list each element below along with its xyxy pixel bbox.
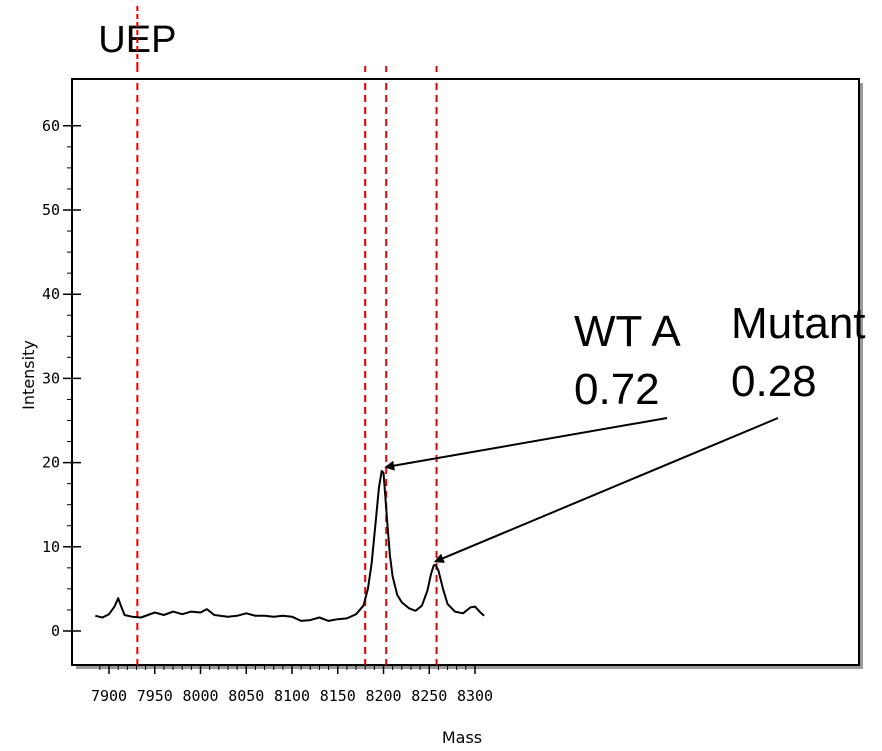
peak-annotation-value: 0.72 (574, 365, 660, 414)
x-axis-title: Mass (442, 728, 482, 747)
peak-annotation-value: 0.28 (731, 357, 817, 406)
y-tick-label: 20 (42, 454, 60, 472)
y-tick-label: 10 (42, 538, 60, 556)
x-tick-label: 8100 (274, 687, 310, 705)
plot-frame (71, 78, 860, 666)
peak-annotation-label: WT A (574, 307, 681, 356)
y-tick-label: 0 (51, 622, 60, 640)
x-tick-label: 8300 (457, 687, 493, 705)
y-tick-label: 60 (42, 117, 60, 135)
x-tick-label: 7950 (137, 687, 173, 705)
x-tick-label: 8200 (365, 687, 401, 705)
annotation-arrow (384, 417, 668, 471)
y-axis-title: Intensity (19, 340, 38, 410)
peak-annotation-label: Mutant (731, 299, 866, 348)
x-tick-label: 8000 (182, 687, 218, 705)
x-tick-label: 8250 (411, 687, 447, 705)
annotation-arrow (433, 417, 779, 563)
x-tick-label: 8150 (320, 687, 356, 705)
y-tick-label: 40 (42, 285, 60, 303)
spectrum-line (95, 470, 485, 622)
x-tick-label: 7900 (91, 687, 127, 705)
y-tick-label: 30 (42, 369, 60, 387)
y-tick-label: 50 (42, 201, 60, 219)
x-tick-label: 8050 (228, 687, 264, 705)
